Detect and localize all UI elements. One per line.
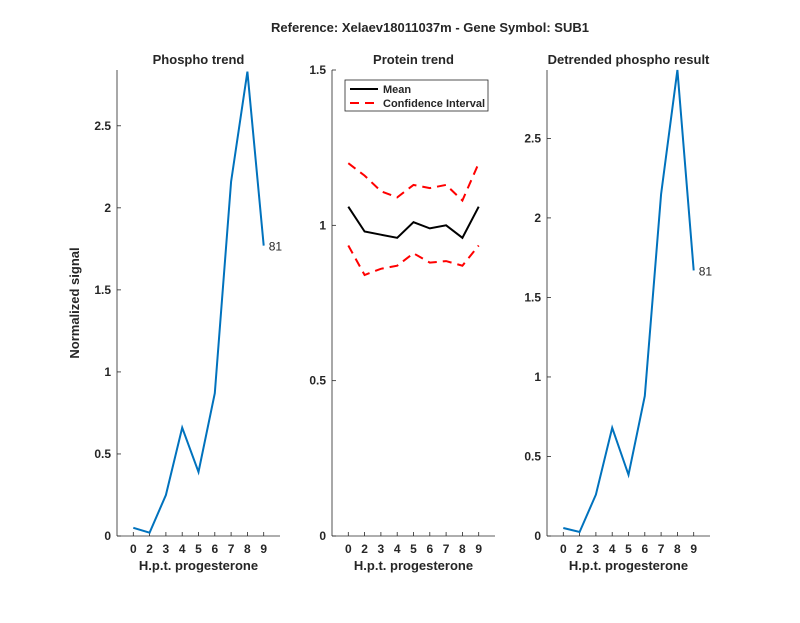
x-tick-label: 9 — [475, 542, 482, 556]
x-tick-label: 8 — [674, 542, 681, 556]
y-tick-label: 2.5 — [94, 119, 111, 133]
y-tick-label: 0 — [534, 529, 541, 543]
x-axis-label: H.p.t. progesterone — [569, 558, 688, 573]
figure-title: Reference: Xelaev18011037m - Gene Symbol… — [271, 20, 589, 35]
end-label: 81 — [699, 264, 713, 278]
series-line-detrended — [563, 69, 695, 534]
y-tick-label: 2.5 — [524, 131, 541, 145]
y-tick-label: 0.5 — [524, 449, 541, 463]
x-tick-label: 4 — [609, 542, 616, 556]
x-tick-label: 2 — [146, 542, 153, 556]
x-axis-label: H.p.t. progesterone — [354, 558, 473, 573]
y-tick-label: 1.5 — [524, 290, 541, 304]
x-tick-label: 0 — [345, 542, 352, 556]
x-tick-label: 9 — [690, 542, 697, 556]
panel-title: Phospho trend — [153, 52, 245, 67]
series-line-confidence-interval-lower — [347, 244, 480, 277]
y-tick-label: 1.5 — [309, 63, 326, 77]
y-tick-label: 0 — [319, 529, 326, 543]
x-tick-label: 7 — [228, 542, 235, 556]
y-tick-label: 0.5 — [309, 374, 326, 388]
y-tick-label: 1 — [319, 218, 326, 232]
y-tick-label: 0.5 — [94, 447, 111, 461]
legend-entry: Confidence Interval — [383, 98, 485, 110]
x-tick-label: 6 — [426, 542, 433, 556]
series-line-mean — [347, 206, 480, 240]
x-tick-label: 3 — [378, 542, 385, 556]
x-tick-label: 9 — [260, 542, 267, 556]
x-tick-label: 3 — [593, 542, 600, 556]
x-tick-label: 8 — [244, 542, 251, 556]
x-tick-label: 3 — [163, 542, 170, 556]
y-tick-label: 2 — [534, 211, 541, 225]
panel-title: Detrended phospho result — [548, 52, 710, 67]
x-tick-label: 6 — [211, 542, 218, 556]
y-tick-label: 2 — [104, 201, 111, 215]
y-axis-label: Normalized signal — [67, 247, 82, 358]
y-tick-label: 1 — [534, 370, 541, 384]
x-axis-label: H.p.t. progesterone — [139, 558, 258, 573]
y-tick-label: 1.5 — [94, 283, 111, 297]
legend-box — [344, 79, 489, 112]
x-tick-label: 2 — [361, 542, 368, 556]
end-label: 81 — [269, 240, 283, 254]
x-tick-label: 4 — [179, 542, 186, 556]
x-tick-label: 5 — [625, 542, 632, 556]
x-tick-label: 6 — [641, 542, 648, 556]
x-tick-label: 8 — [459, 542, 466, 556]
legend-entry: Mean — [383, 84, 411, 96]
x-tick-label: 7 — [443, 542, 450, 556]
panel-title: Protein trend — [373, 52, 454, 67]
x-tick-label: 2 — [576, 542, 583, 556]
x-tick-label: 5 — [195, 542, 202, 556]
x-tick-label: 7 — [658, 542, 665, 556]
series-line-phospho — [133, 71, 265, 534]
series-line-confidence-interval — [347, 162, 480, 203]
x-tick-label: 0 — [560, 542, 567, 556]
y-tick-label: 1 — [104, 365, 111, 379]
x-tick-label: 0 — [130, 542, 137, 556]
y-tick-label: 0 — [104, 529, 111, 543]
x-tick-label: 4 — [394, 542, 401, 556]
x-tick-label: 5 — [410, 542, 417, 556]
